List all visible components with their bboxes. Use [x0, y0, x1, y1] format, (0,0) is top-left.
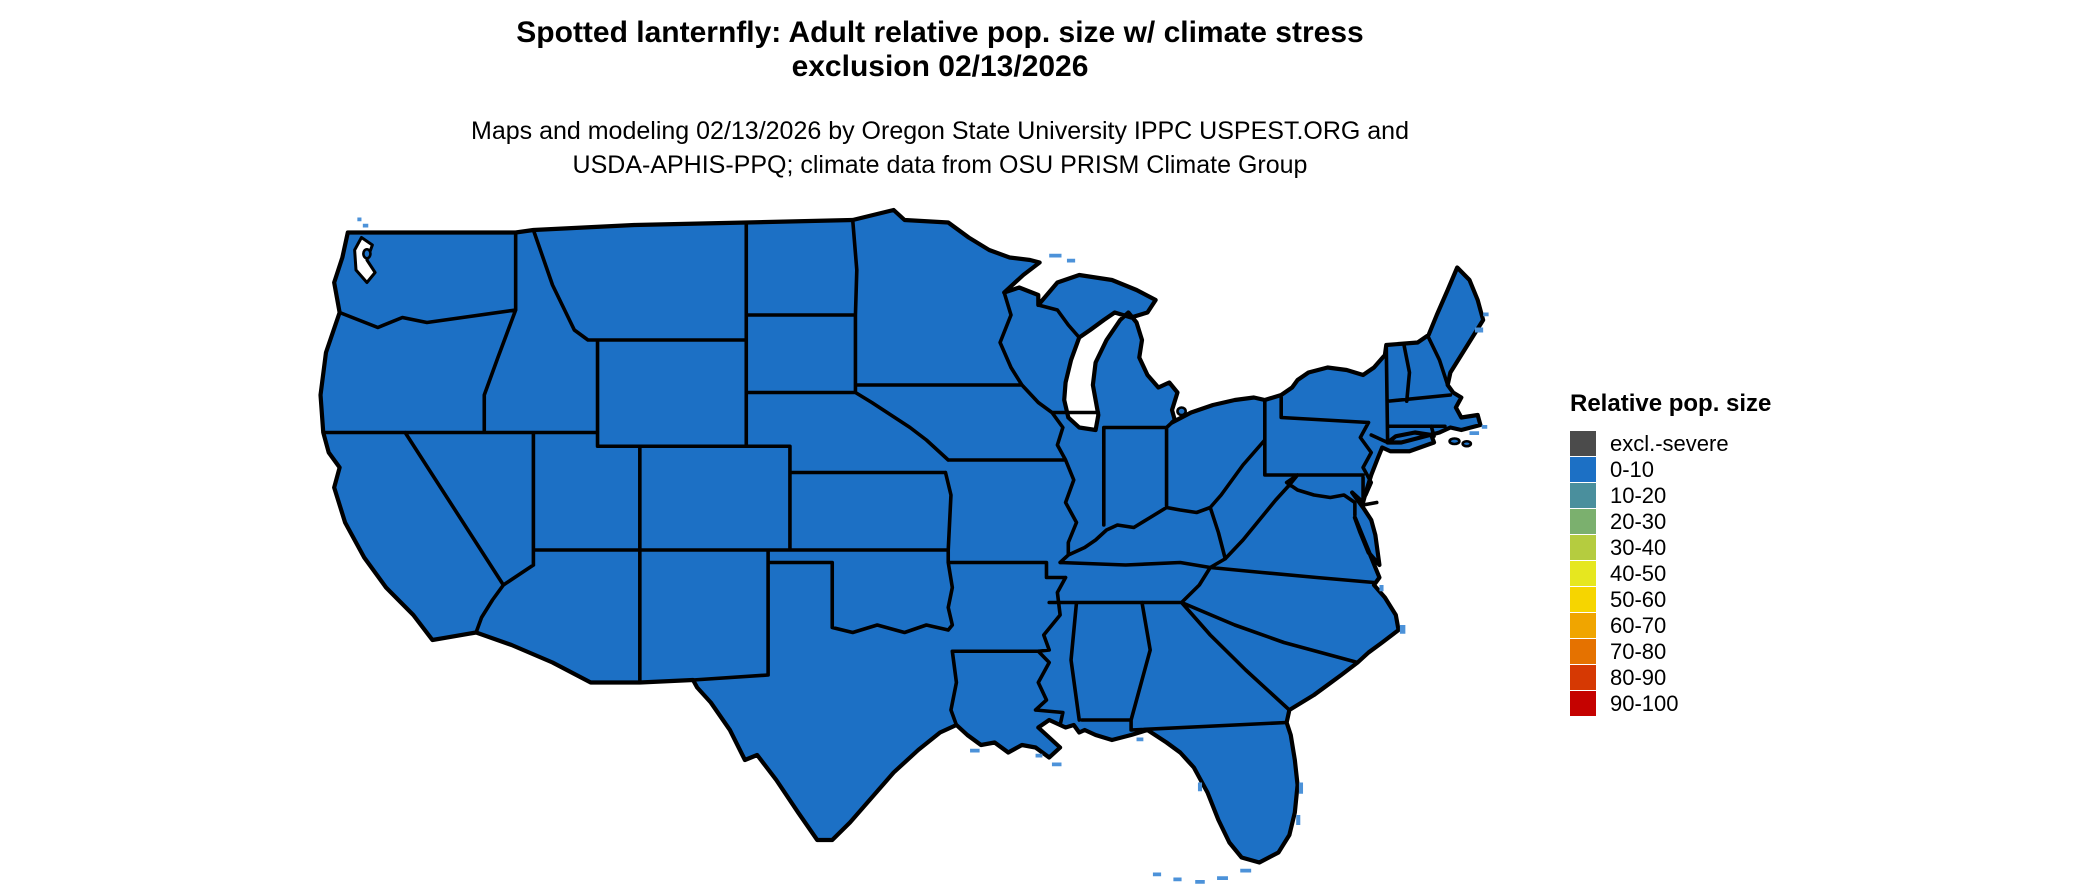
legend-row-0-10: 0-10 — [1570, 457, 1771, 482]
legend-label-10-20: 10-20 — [1610, 482, 1667, 508]
nantucket-island — [1463, 441, 1471, 446]
fringe-delta-2 — [1035, 753, 1043, 758]
fringe-texas-coast — [970, 748, 980, 753]
legend-label-90-100: 90-100 — [1610, 690, 1679, 716]
puget-sound-water — [355, 238, 375, 283]
legend-row-excl-severe: excl.-severe — [1570, 431, 1771, 456]
legend-row-80-90: 80-90 — [1570, 665, 1771, 690]
map-subtitle-line1: Maps and modeling 02/13/2026 by Oregon S… — [471, 117, 1409, 145]
coastal-islands — [363, 249, 1470, 446]
fringe-superior-1 — [1049, 253, 1062, 258]
fringe-florida-east-2 — [1296, 815, 1301, 825]
legend-swatch-20-30 — [1570, 509, 1596, 534]
legend-swatch-40-50 — [1570, 561, 1596, 586]
fringe-chesapeake — [1379, 585, 1384, 592]
fringe-florida-west — [1197, 782, 1203, 792]
legend-swatch-80-90 — [1570, 665, 1596, 690]
legend-row-50-60: 50-60 — [1570, 587, 1771, 612]
marthas-vineyard-island — [1450, 439, 1460, 445]
fringe-keys-3 — [1195, 880, 1205, 884]
us-map — [225, 195, 1489, 884]
legend-swatch-excl-severe — [1570, 431, 1596, 456]
lake-st-clair — [1177, 408, 1185, 416]
fringe-superior-2 — [1066, 258, 1076, 263]
map-title: Spotted lanternfly: Adult relative pop. … — [0, 16, 1880, 84]
fringe-capecod-2 — [1481, 425, 1488, 429]
legend-title: Relative pop. size — [1570, 390, 1772, 417]
legend-row-70-80: 70-80 — [1570, 639, 1771, 664]
legend-label-40-50: 40-50 — [1610, 560, 1667, 586]
coastal-fringe — [357, 217, 1489, 884]
map-subtitle: Maps and modeling 02/13/2026 by Oregon S… — [0, 114, 1880, 182]
legend-swatch-90-100 — [1570, 691, 1596, 716]
legend: Relative pop. size excl.-severe 0-10 10-… — [1570, 390, 1771, 717]
legend-label-0-10: 0-10 — [1610, 456, 1655, 482]
map-title-line1: Spotted lanternfly: Adult relative pop. … — [516, 16, 1364, 49]
legend-label-60-70: 60-70 — [1610, 612, 1667, 638]
legend-swatch-0-10 — [1570, 457, 1596, 482]
legend-swatch-50-60 — [1570, 587, 1596, 612]
legend-row-60-70: 60-70 — [1570, 613, 1771, 638]
nation-silhouette — [321, 210, 1484, 863]
fringe-maine-2 — [1483, 312, 1489, 317]
fringe-puget-1 — [362, 223, 369, 228]
fringe-keys-1 — [1240, 868, 1252, 873]
fringe-keys-4 — [1173, 877, 1182, 882]
legend-swatch-30-40 — [1570, 535, 1596, 560]
fringe-capecod-1 — [1469, 431, 1480, 435]
legend-row-20-30: 20-30 — [1570, 509, 1771, 534]
legend-row-90-100: 90-100 — [1570, 691, 1771, 716]
legend-swatch-60-70 — [1570, 613, 1596, 638]
map-subtitle-line2: USDA-APHIS-PPQ; climate data from OSU PR… — [572, 151, 1308, 179]
fringe-maine-1 — [1474, 327, 1484, 333]
legend-row-40-50: 40-50 — [1570, 561, 1771, 586]
fringe-delta-1 — [1051, 762, 1062, 767]
fringe-bigbend — [1136, 737, 1144, 742]
map-title-line2: exclusion 02/13/2026 — [791, 50, 1089, 83]
fringe-florida-east-1 — [1298, 782, 1304, 794]
legend-label-50-60: 50-60 — [1610, 586, 1667, 612]
legend-label-80-90: 80-90 — [1610, 664, 1667, 690]
fringe-keys-2 — [1217, 876, 1228, 880]
legend-label-excl-severe: excl.-severe — [1610, 430, 1729, 456]
legend-row-30-40: 30-40 — [1570, 535, 1771, 560]
puget-island — [363, 249, 370, 258]
fringe-outerbanks — [1399, 625, 1406, 634]
legend-label-20-30: 20-30 — [1610, 508, 1667, 534]
legend-swatch-10-20 — [1570, 483, 1596, 508]
legend-label-30-40: 30-40 — [1610, 534, 1667, 560]
fringe-keys-5 — [1152, 872, 1162, 877]
state-borders — [323, 220, 1450, 730]
fringe-puget-2 — [357, 217, 362, 222]
legend-label-70-80: 70-80 — [1610, 638, 1667, 664]
legend-swatch-70-80 — [1570, 639, 1596, 664]
legend-row-10-20: 10-20 — [1570, 483, 1771, 508]
